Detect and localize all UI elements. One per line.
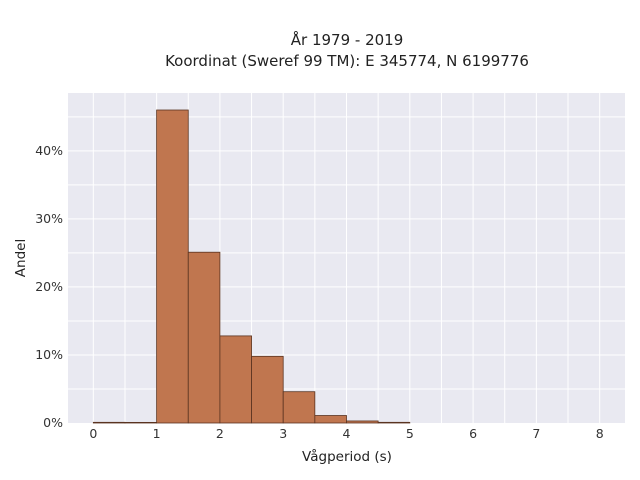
histogram-bar [92,421,126,424]
x-tick-label: 5 [406,426,414,441]
x-tick-label: 6 [469,426,477,441]
x-tick-label: 1 [153,426,161,441]
x-axis-label: Vågperiod (s) [302,448,392,465]
y-tick-label: 10% [35,347,63,362]
y-tick-label: 0% [43,415,63,430]
x-tick-labels: 0 1 2 3 4 5 6 7 8 [89,426,603,441]
x-tick-label: 8 [596,426,604,441]
histogram-bar [156,109,189,424]
chart-title-line1: År 1979 - 2019 [291,30,404,49]
x-tick-label: 0 [89,426,97,441]
chart-title-line2: Koordinat (Sweref 99 TM): E 345774, N 61… [165,52,529,70]
histogram-bar [346,420,379,424]
histogram-bar [251,355,284,424]
histogram-bar [187,251,221,424]
histogram-bar [282,391,316,424]
x-tick-label: 2 [216,426,224,441]
x-tick-label: 7 [532,426,540,441]
y-tick-label: 40% [35,143,63,158]
histogram-bar [219,335,252,424]
y-tick-label: 20% [35,279,63,294]
histogram-bars [92,109,411,424]
histogram-bar [314,415,347,424]
y-tick-label: 30% [35,211,63,226]
y-axis-label: Andel [13,239,29,277]
x-tick-label: 4 [343,426,351,441]
y-tick-labels: 0% 10% 20% 30% 40% [35,143,63,430]
x-tick-label: 3 [279,426,287,441]
histogram-bar [124,421,158,424]
histogram-bar [377,421,411,424]
